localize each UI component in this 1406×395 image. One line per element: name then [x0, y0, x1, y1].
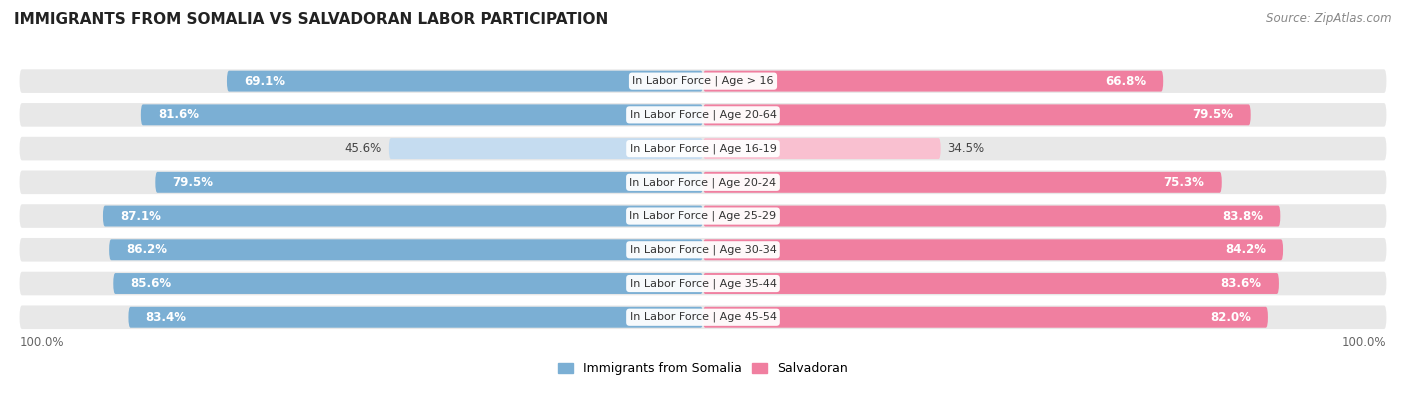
FancyBboxPatch shape	[103, 205, 703, 226]
FancyBboxPatch shape	[128, 307, 703, 328]
Text: 85.6%: 85.6%	[131, 277, 172, 290]
FancyBboxPatch shape	[703, 104, 1251, 125]
FancyBboxPatch shape	[110, 239, 703, 260]
Text: 100.0%: 100.0%	[1341, 336, 1386, 349]
Text: 82.0%: 82.0%	[1209, 311, 1251, 324]
Text: 87.1%: 87.1%	[120, 210, 162, 222]
Text: 84.2%: 84.2%	[1225, 243, 1265, 256]
FancyBboxPatch shape	[20, 70, 1386, 93]
Text: 75.3%: 75.3%	[1164, 176, 1205, 189]
Text: 81.6%: 81.6%	[157, 108, 200, 121]
Text: In Labor Force | Age > 16: In Labor Force | Age > 16	[633, 76, 773, 87]
FancyBboxPatch shape	[703, 205, 1281, 226]
Text: 83.8%: 83.8%	[1222, 210, 1263, 222]
FancyBboxPatch shape	[703, 239, 1284, 260]
FancyBboxPatch shape	[703, 307, 1268, 328]
FancyBboxPatch shape	[226, 71, 703, 92]
Legend: Immigrants from Somalia, Salvadoran: Immigrants from Somalia, Salvadoran	[553, 357, 853, 380]
FancyBboxPatch shape	[703, 172, 1222, 193]
Text: 69.1%: 69.1%	[245, 75, 285, 88]
FancyBboxPatch shape	[20, 103, 1386, 127]
FancyBboxPatch shape	[20, 305, 1386, 329]
Text: IMMIGRANTS FROM SOMALIA VS SALVADORAN LABOR PARTICIPATION: IMMIGRANTS FROM SOMALIA VS SALVADORAN LA…	[14, 12, 609, 27]
Text: In Labor Force | Age 45-54: In Labor Force | Age 45-54	[630, 312, 776, 322]
FancyBboxPatch shape	[155, 172, 703, 193]
Text: 66.8%: 66.8%	[1105, 75, 1146, 88]
Text: In Labor Force | Age 30-34: In Labor Force | Age 30-34	[630, 245, 776, 255]
FancyBboxPatch shape	[20, 272, 1386, 295]
Text: 100.0%: 100.0%	[20, 336, 65, 349]
FancyBboxPatch shape	[703, 273, 1279, 294]
FancyBboxPatch shape	[20, 204, 1386, 228]
Text: Source: ZipAtlas.com: Source: ZipAtlas.com	[1267, 12, 1392, 25]
Text: In Labor Force | Age 20-64: In Labor Force | Age 20-64	[630, 109, 776, 120]
Text: 79.5%: 79.5%	[1192, 108, 1233, 121]
Text: 34.5%: 34.5%	[948, 142, 984, 155]
FancyBboxPatch shape	[703, 71, 1163, 92]
Text: 83.4%: 83.4%	[146, 311, 187, 324]
FancyBboxPatch shape	[20, 238, 1386, 261]
Text: 79.5%: 79.5%	[173, 176, 214, 189]
FancyBboxPatch shape	[20, 137, 1386, 160]
Text: 83.6%: 83.6%	[1220, 277, 1261, 290]
FancyBboxPatch shape	[389, 138, 703, 159]
Text: 86.2%: 86.2%	[127, 243, 167, 256]
Text: 45.6%: 45.6%	[344, 142, 382, 155]
FancyBboxPatch shape	[114, 273, 703, 294]
FancyBboxPatch shape	[20, 171, 1386, 194]
Text: In Labor Force | Age 20-24: In Labor Force | Age 20-24	[630, 177, 776, 188]
Text: In Labor Force | Age 35-44: In Labor Force | Age 35-44	[630, 278, 776, 289]
Text: In Labor Force | Age 16-19: In Labor Force | Age 16-19	[630, 143, 776, 154]
Text: In Labor Force | Age 25-29: In Labor Force | Age 25-29	[630, 211, 776, 221]
FancyBboxPatch shape	[703, 138, 941, 159]
FancyBboxPatch shape	[141, 104, 703, 125]
